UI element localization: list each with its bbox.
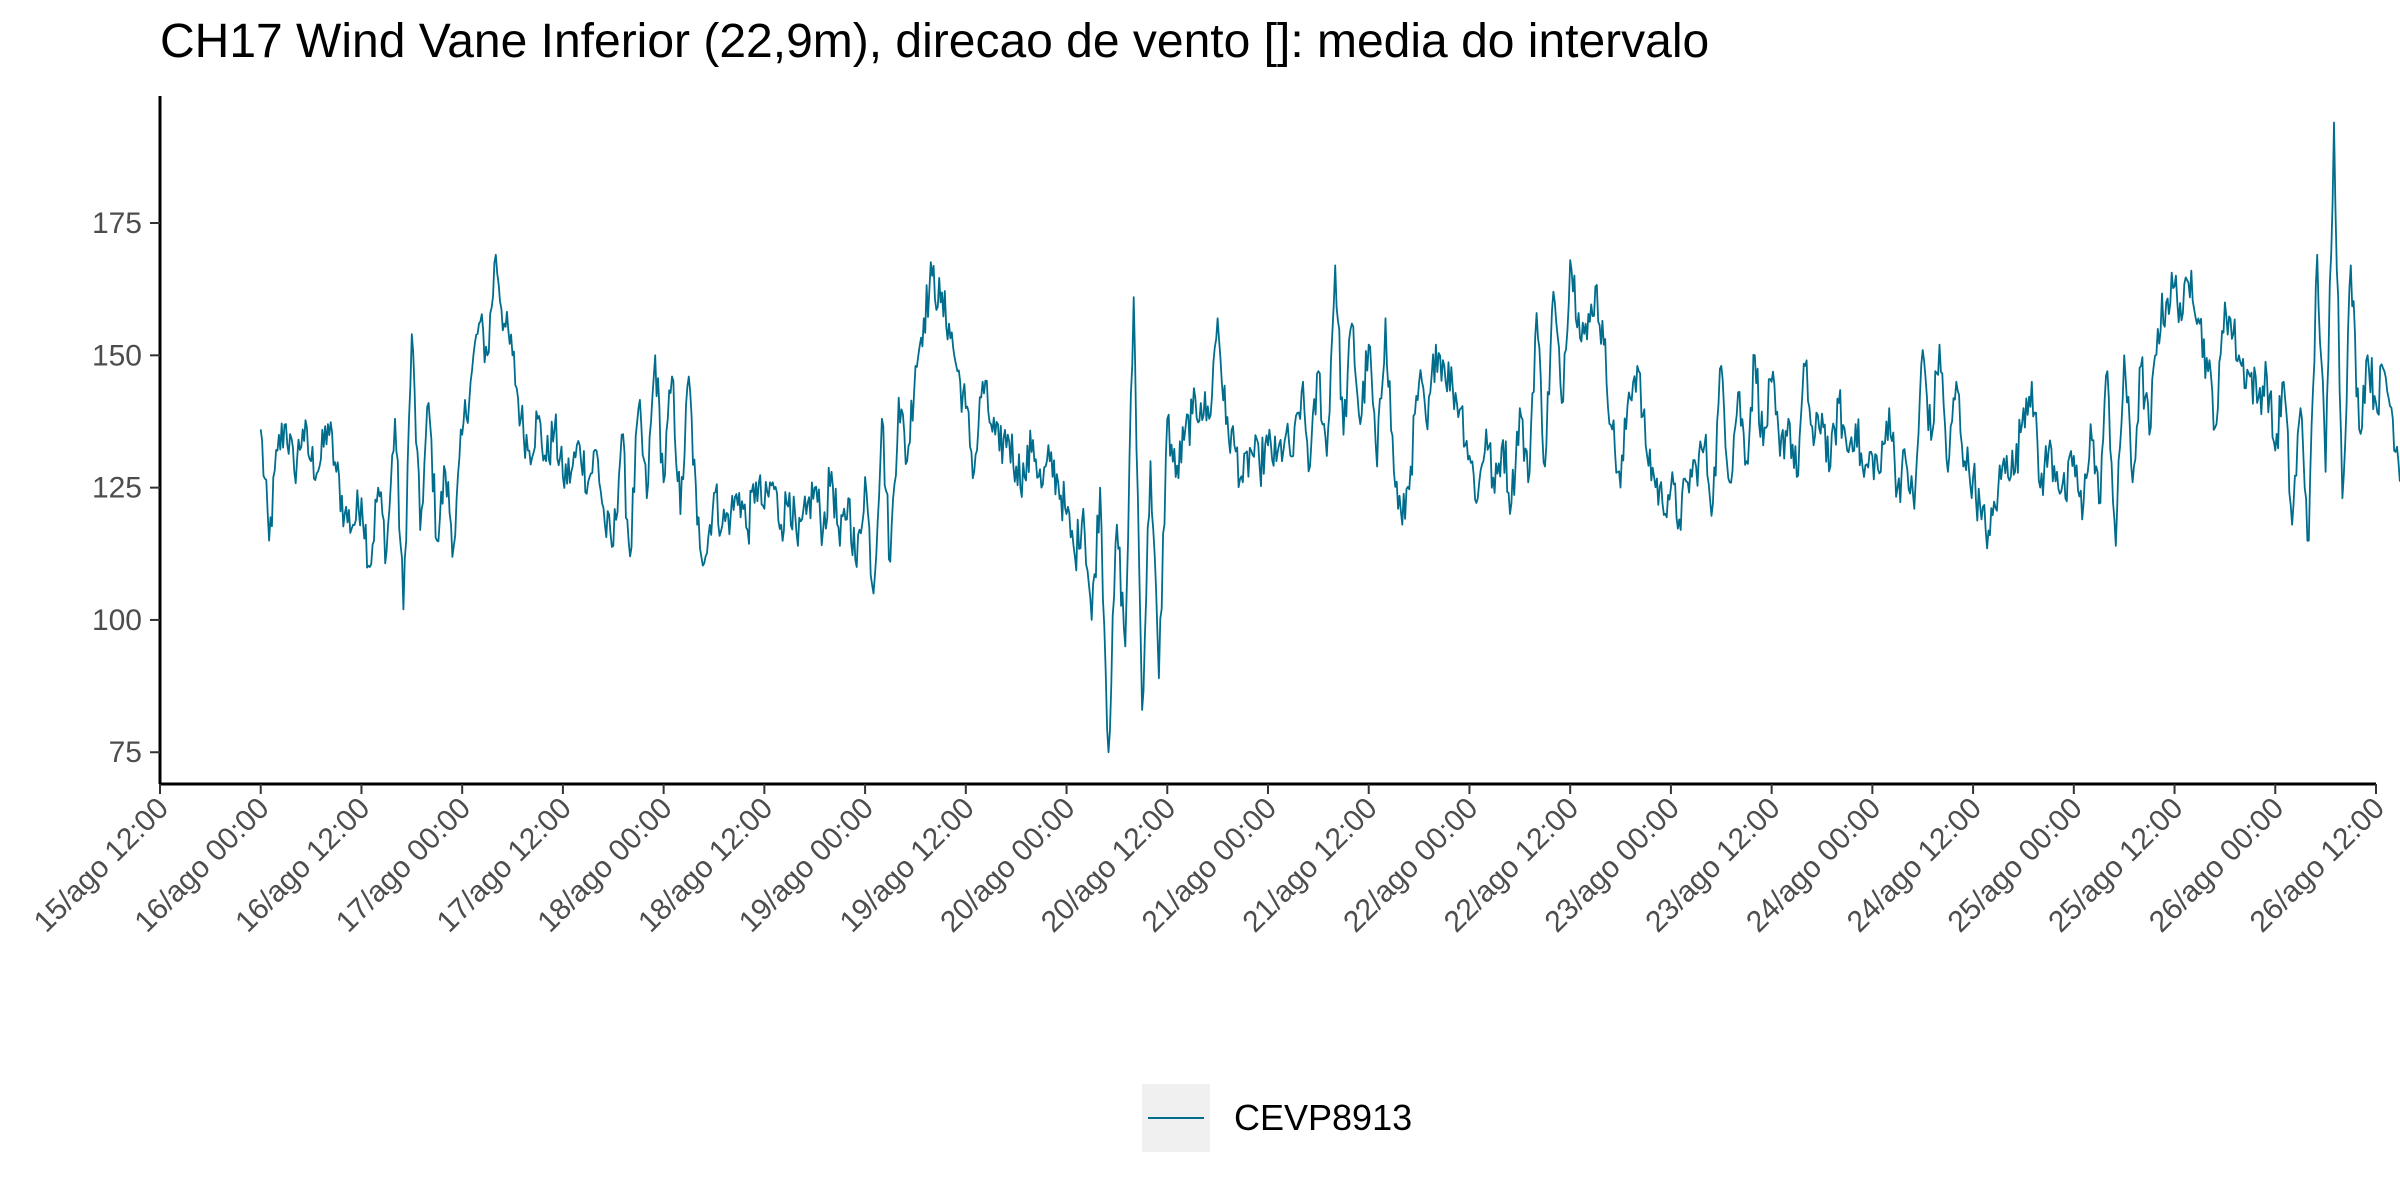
- y-tick-label: 100: [92, 604, 142, 637]
- series-layer: [259, 121, 2400, 754]
- legend-key: [1142, 1084, 1210, 1152]
- series-line-cevp8913: [259, 121, 2400, 754]
- legend: CEVP8913: [1142, 1084, 1412, 1152]
- legend-label: CEVP8913: [1234, 1097, 1413, 1138]
- chart-title: CH17 Wind Vane Inferior (22,9m), direcao…: [160, 15, 1710, 68]
- y-tick-label: 175: [92, 207, 142, 240]
- y-tick-label: 125: [92, 472, 142, 505]
- y-axis: 75 100 125 150 175: [92, 96, 162, 784]
- y-tick-label: 75: [109, 736, 142, 769]
- y-tick-label: 150: [92, 339, 142, 372]
